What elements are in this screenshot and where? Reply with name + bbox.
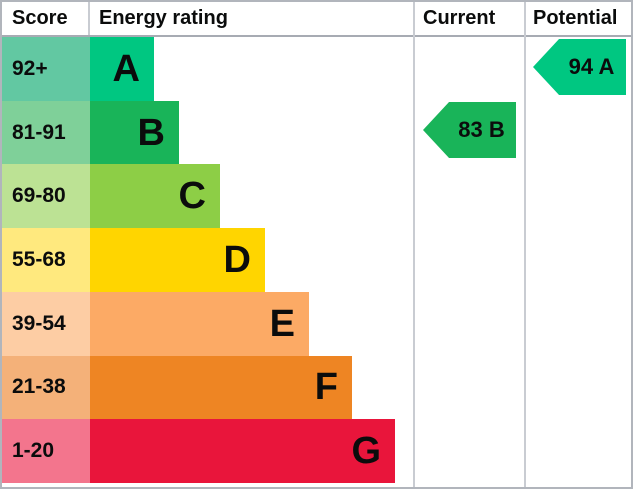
band-row-d: 55-68 D xyxy=(2,228,631,292)
current-column-divider xyxy=(413,2,415,487)
score-range-e: 39-54 xyxy=(2,291,90,356)
rating-letter-a: A xyxy=(112,47,140,90)
rating-bar-c: C xyxy=(90,164,220,229)
header-potential: Potential xyxy=(533,7,618,29)
score-range-d: 55-68 xyxy=(2,228,90,292)
header-current: Current xyxy=(423,7,496,29)
band-row-f: 21-38 F xyxy=(2,355,631,420)
rating-letter-g: G xyxy=(351,430,381,473)
rating-bar-b: B xyxy=(90,100,179,165)
rating-bar-e: E xyxy=(90,291,309,356)
band-row-b: 81-91 B xyxy=(2,100,631,165)
rating-bar-a: A xyxy=(90,37,154,101)
current-rating-label: 83 B xyxy=(458,117,505,142)
header-energy-rating: Energy rating xyxy=(99,7,228,29)
potential-rating-label: 94 A xyxy=(568,54,615,79)
potential-column-divider xyxy=(524,2,526,487)
score-range-b: 81-91 xyxy=(2,100,90,165)
rating-bar-g: G xyxy=(90,419,395,484)
score-range-a: 92+ xyxy=(2,37,90,101)
header-score: Score xyxy=(12,7,68,29)
band-row-g: 1-20 G xyxy=(2,419,631,484)
band-row-e: 39-54 E xyxy=(2,291,631,356)
rating-bar-f: F xyxy=(90,355,352,420)
rating-bands: 92+ A 81-91 B 69-80 C 55-68 D 39-54 xyxy=(2,37,631,484)
band-row-c: 69-80 C xyxy=(2,164,631,229)
header-divider-line xyxy=(2,35,631,37)
potential-rating-arrow: 94 A xyxy=(533,39,626,95)
rating-letter-c: C xyxy=(178,175,206,218)
score-range-f: 21-38 xyxy=(2,355,90,420)
band-row-a: 92+ A xyxy=(2,37,631,101)
score-column-divider xyxy=(88,2,90,35)
rating-bar-d: D xyxy=(90,228,265,292)
score-range-c: 69-80 xyxy=(2,164,90,229)
rating-letter-d: D xyxy=(223,239,251,282)
rating-letter-e: E xyxy=(269,302,295,345)
score-range-g: 1-20 xyxy=(2,419,90,484)
rating-letter-b: B xyxy=(137,111,165,154)
rating-letter-f: F xyxy=(314,366,338,409)
